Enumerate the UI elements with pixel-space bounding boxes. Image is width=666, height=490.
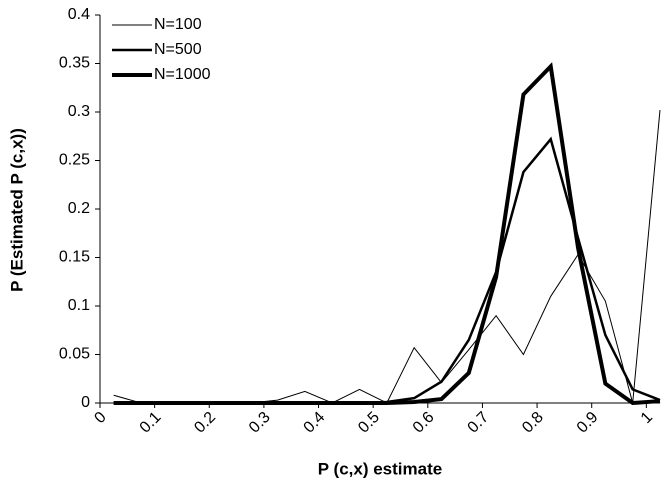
x-tick-label: 0 xyxy=(91,409,109,427)
series-line xyxy=(113,136,661,405)
y-axis-title: P (Estimated P (c,x)) xyxy=(7,128,26,292)
x-tick-label: 0.9 xyxy=(574,409,602,437)
x-tick-label: 0.1 xyxy=(137,409,165,437)
y-tick-label: 0.1 xyxy=(68,297,90,314)
y-tick-label: 0.35 xyxy=(59,55,90,72)
x-tick-label: 0.8 xyxy=(519,409,547,437)
x-axis-title: P (c,x) estimate xyxy=(318,459,442,478)
legend-label: N=100 xyxy=(154,16,202,33)
x-tick-label: 0.2 xyxy=(191,409,219,437)
y-tick-label: 0.05 xyxy=(59,346,90,363)
y-tick-label: 0 xyxy=(81,394,90,411)
y-tick-label: 0.15 xyxy=(59,249,90,266)
legend-label: N=500 xyxy=(154,41,202,58)
x-tick-label: 0.4 xyxy=(301,409,329,437)
y-tick-label: 0.25 xyxy=(59,152,90,169)
y-tick-label: 0.4 xyxy=(68,6,90,23)
y-tick-label: 0.3 xyxy=(68,103,90,120)
x-tick-label: 0.6 xyxy=(410,409,438,437)
x-tick-label: 0.3 xyxy=(246,409,274,437)
x-tick-label: 0.5 xyxy=(355,409,383,437)
y-tick-label: 0.2 xyxy=(68,200,90,217)
legend-label: N=1000 xyxy=(154,66,211,83)
series-line xyxy=(113,62,661,406)
x-tick-label: 1 xyxy=(638,409,656,427)
x-tick-label: 0.7 xyxy=(464,409,492,437)
